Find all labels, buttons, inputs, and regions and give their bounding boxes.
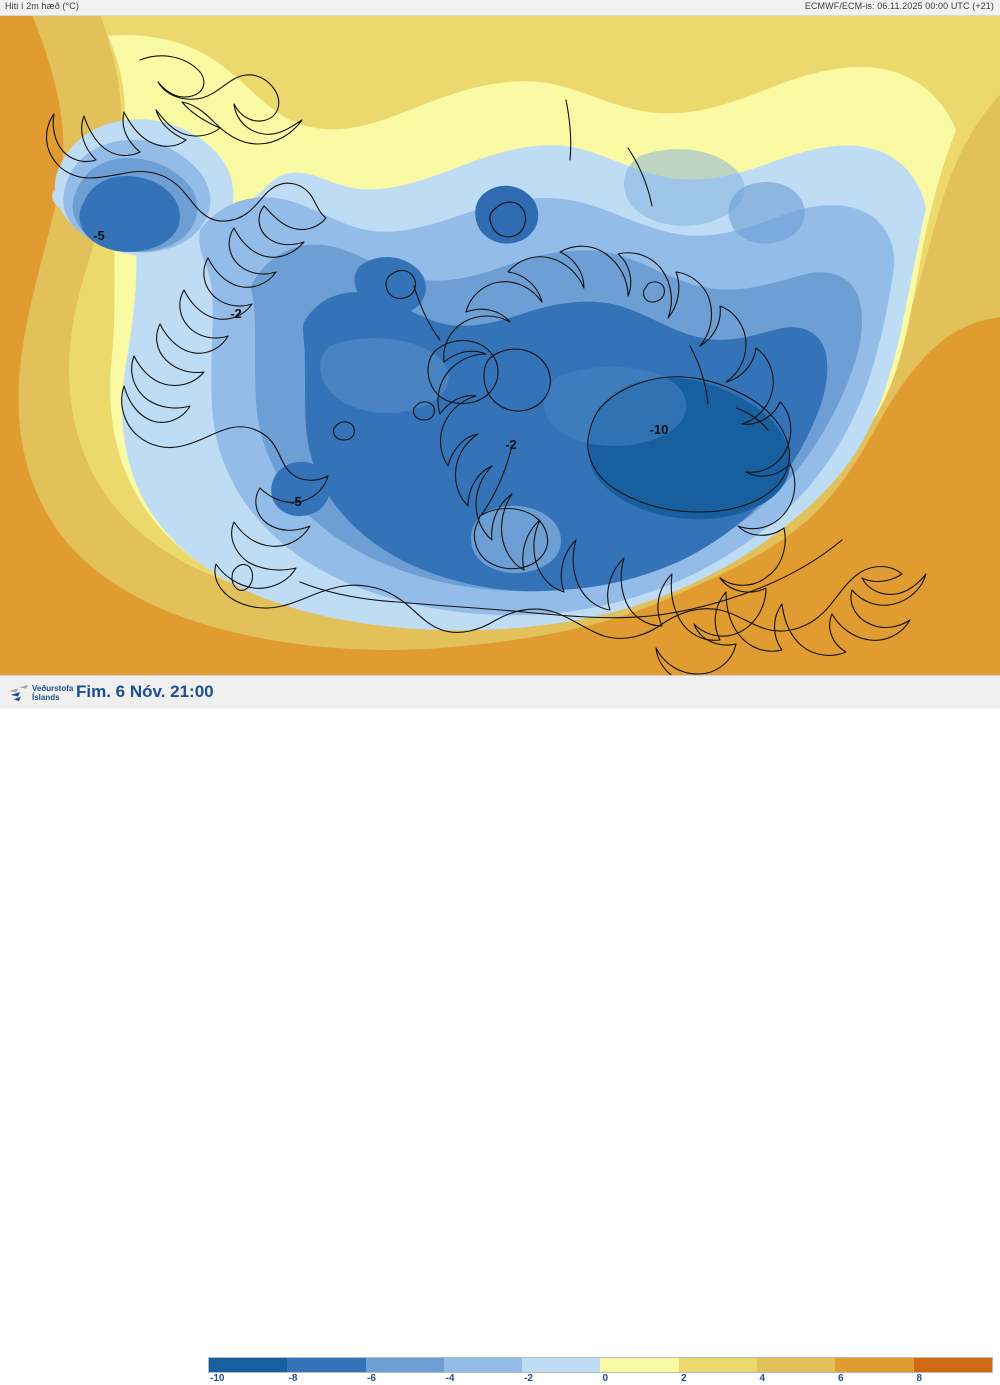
lagarfljot-outline xyxy=(735,407,769,431)
colorbar-segment[interactable] xyxy=(522,1358,601,1372)
band-texture-1 xyxy=(320,338,449,414)
thingvallavatn-outline xyxy=(231,563,254,591)
colorbar-tick-labels: -10 -8 -6 -4 -2 0 2 4 6 8 xyxy=(208,1373,993,1385)
colorbar-segment[interactable] xyxy=(757,1358,836,1372)
colorbar-tick: -10 xyxy=(210,1373,225,1384)
map-title: Hiti í 2m hæð (°C) xyxy=(5,1,79,11)
colorbar-segment[interactable] xyxy=(678,1358,758,1372)
colorbar[interactable] xyxy=(208,1357,993,1373)
myrdalsjokull-outline xyxy=(474,507,549,570)
map-footer-bar: Veðurstofa Íslands Fim. 6 Nóv. 21:00 -10… xyxy=(0,675,1000,1384)
contour-label-group: -5 -2 -5 -2 -10 xyxy=(93,228,668,509)
colorbar-segment[interactable] xyxy=(209,1358,288,1372)
contour-label-midhalendid: -2 xyxy=(505,437,517,452)
lake-blanda xyxy=(385,269,417,299)
colorbar-segment[interactable] xyxy=(913,1358,992,1372)
org-name-line2: Íslands xyxy=(32,693,60,702)
band-texture-2 xyxy=(543,366,687,447)
map-header-bar: Hiti í 2m hæð (°C) ECMWF/ECM-is: 06.11.2… xyxy=(0,0,1000,16)
colorbar-segment[interactable] xyxy=(835,1358,914,1372)
lake-small-2 xyxy=(412,401,435,421)
south-coast-line xyxy=(299,539,843,619)
colorbar-tick: 6 xyxy=(838,1373,844,1384)
fjord-line-n xyxy=(565,99,572,161)
colorbar-tick: -6 xyxy=(367,1373,376,1384)
vedurstofa-logo-icon xyxy=(9,684,29,702)
band-below-minus10-langjokull xyxy=(271,461,331,517)
colorbar-tick: 2 xyxy=(681,1373,687,1384)
coastline-group xyxy=(45,55,927,675)
temperature-bands-group xyxy=(0,16,1000,675)
valid-time-label: Fim. 6 Nóv. 21:00 xyxy=(76,682,214,701)
myvatn-outline xyxy=(489,201,527,238)
temperature-map-canvas[interactable]: -5 -2 -5 -2 -10 xyxy=(0,16,1000,675)
band-texture-3 xyxy=(623,149,745,226)
vedurstofa-logo[interactable]: Veðurstofa Íslands xyxy=(8,680,73,706)
river-thjorsa xyxy=(481,445,513,515)
vedurstofa-logo-text: Veðurstofa Íslands xyxy=(32,684,73,702)
colorbar-segment[interactable] xyxy=(287,1358,366,1372)
colorbar-tick: 0 xyxy=(602,1373,609,1384)
org-name-line1: Veðurstofa xyxy=(32,684,74,693)
temperature-contour-map: -5 -2 -5 -2 -10 xyxy=(0,16,1000,675)
colorbar-segment[interactable] xyxy=(600,1358,679,1372)
colorbar-tick: -4 xyxy=(445,1373,455,1384)
contour-label-vatnajokull: -10 xyxy=(650,422,669,437)
band-minus8-minus6-westfjords xyxy=(79,176,180,252)
fjord-line-ne xyxy=(627,147,653,207)
river-north xyxy=(413,285,441,341)
lake-small-1 xyxy=(642,281,665,303)
river-east xyxy=(689,345,709,405)
band-texture-4 xyxy=(728,182,805,244)
colorbar-tick: -8 xyxy=(288,1373,298,1384)
colorbar-segment[interactable] xyxy=(443,1358,523,1372)
colorbar-segment[interactable] xyxy=(365,1358,444,1372)
colorbar-tick: -2 xyxy=(524,1373,533,1384)
contour-label-breidafjordur: -2 xyxy=(230,306,242,321)
iceland-coastline xyxy=(45,55,927,675)
vatnajokull-outline xyxy=(587,376,790,513)
model-run-label: ECMWF/ECM-is: 06.11.2025 00:00 UTC (+21) xyxy=(804,1,994,11)
hofsjokull-outline xyxy=(483,348,551,412)
langjokull-outline xyxy=(427,339,499,405)
contour-label-westfjords: -5 xyxy=(93,228,105,243)
lake-small-3 xyxy=(332,421,355,441)
colorbar-tick: 8 xyxy=(916,1373,923,1384)
contour-label-vesturland: -5 xyxy=(290,494,302,509)
colorbar-tick: 4 xyxy=(759,1373,766,1384)
